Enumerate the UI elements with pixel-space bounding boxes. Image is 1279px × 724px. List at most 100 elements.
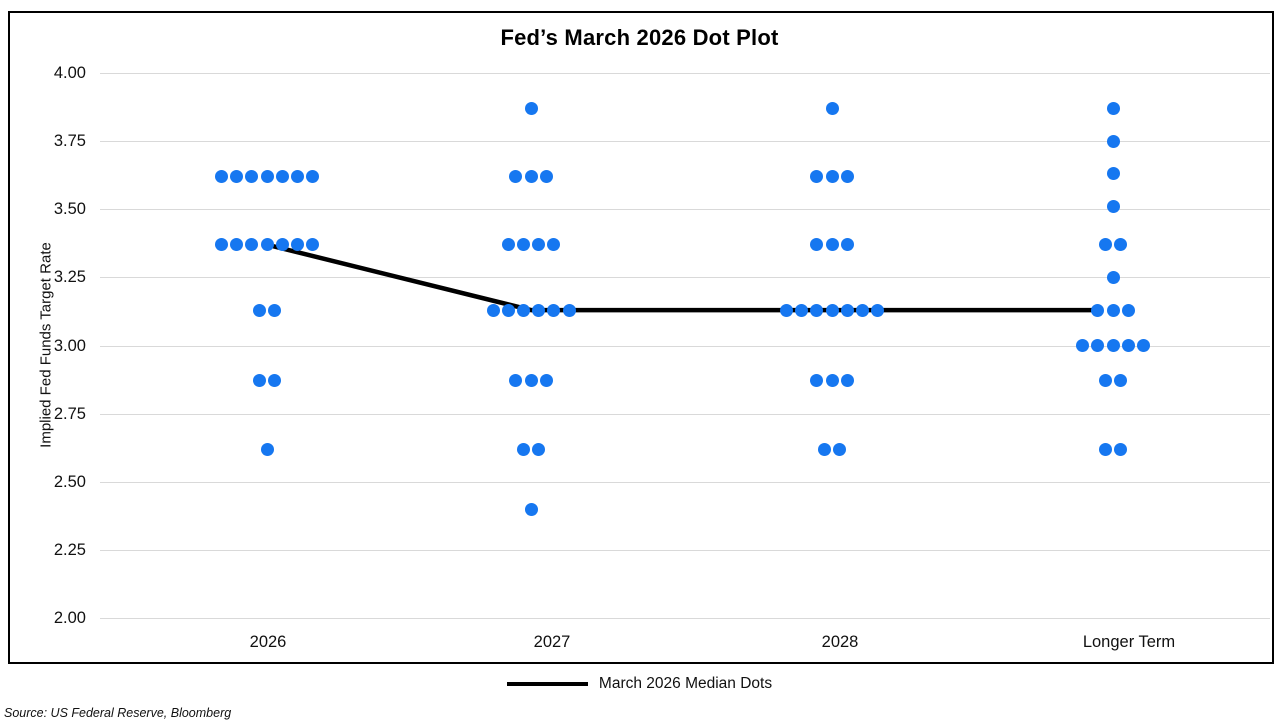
chart-title: Fed’s March 2026 Dot Plot — [500, 25, 779, 50]
gridline — [100, 618, 1270, 619]
dot — [524, 374, 538, 388]
dot — [1114, 238, 1128, 252]
gridline — [100, 345, 1270, 347]
x-tick-label: 2027 — [533, 633, 571, 651]
x-tick-label: 2026 — [249, 633, 287, 651]
dot — [825, 170, 839, 184]
dot — [275, 238, 289, 252]
dot — [306, 238, 320, 252]
dot — [547, 238, 561, 252]
dot — [252, 374, 266, 388]
dot — [524, 170, 538, 184]
dot — [509, 170, 523, 184]
dot — [532, 238, 546, 252]
median-line-legend-swatch — [506, 682, 588, 686]
y-tick-label: 3.25 — [53, 268, 86, 287]
dot — [516, 442, 530, 456]
dot — [1136, 339, 1150, 352]
dot — [810, 374, 824, 388]
dot — [290, 170, 304, 184]
dot — [260, 238, 274, 252]
dot — [1114, 442, 1128, 456]
legend: March 2026 Median Dots — [0, 675, 1279, 693]
dot — [825, 238, 839, 252]
dot — [509, 374, 523, 388]
dot — [825, 374, 839, 388]
dot — [855, 303, 869, 317]
dot — [1091, 303, 1105, 317]
dot — [516, 238, 530, 252]
dot — [833, 442, 847, 456]
dot — [290, 238, 304, 252]
dot — [1106, 134, 1120, 148]
gridline — [100, 481, 1270, 483]
legend-label: March 2026 Median Dots — [598, 675, 773, 692]
dot — [810, 170, 824, 184]
dot — [214, 170, 228, 184]
dot — [516, 303, 530, 317]
dot — [840, 303, 854, 317]
dot — [306, 170, 320, 184]
dot — [840, 170, 854, 184]
y-tick-label: 2.25 — [53, 540, 86, 559]
dot — [1091, 339, 1105, 352]
y-tick-label: 3.00 — [53, 336, 86, 355]
gridline — [100, 73, 1270, 74]
source-note: Source: US Federal Reserve, Bloomberg — [4, 706, 232, 720]
y-tick-label: 3.75 — [53, 132, 86, 151]
x-tick-label: Longer Term — [1082, 633, 1176, 651]
dot — [1121, 303, 1135, 317]
dot — [547, 303, 561, 317]
dot — [1106, 101, 1120, 115]
dot — [1098, 442, 1112, 456]
y-tick-label: 4.00 — [53, 64, 86, 82]
dot — [840, 374, 854, 388]
y-tick-label: 3.50 — [53, 200, 86, 219]
dot — [245, 170, 259, 184]
dot — [871, 303, 885, 317]
gridline — [100, 277, 1270, 279]
dot — [1076, 339, 1090, 352]
dot — [532, 442, 546, 456]
dot — [486, 303, 500, 317]
y-tick-label: 2.00 — [53, 609, 86, 627]
dot — [810, 238, 824, 252]
dot — [275, 170, 289, 184]
dot — [825, 101, 839, 115]
dot — [230, 238, 244, 252]
dot — [230, 170, 244, 184]
gridline — [100, 413, 1270, 415]
dot — [524, 101, 538, 115]
dot — [1106, 339, 1120, 352]
dot — [1106, 200, 1120, 214]
dot — [840, 238, 854, 252]
dot — [1114, 374, 1128, 388]
dot — [825, 303, 839, 317]
gridline — [100, 549, 1270, 551]
dot — [817, 442, 831, 456]
dot — [268, 374, 282, 388]
y-tick-label: 2.75 — [53, 404, 86, 423]
dot — [795, 303, 809, 317]
dot — [245, 238, 259, 252]
dot — [268, 303, 282, 317]
dot — [779, 303, 793, 317]
dot — [562, 303, 576, 317]
dot — [1121, 339, 1135, 352]
dot — [539, 374, 553, 388]
x-tick-label: 2028 — [821, 633, 859, 651]
gridline — [100, 141, 1270, 143]
dot — [539, 170, 553, 184]
dot — [810, 303, 824, 317]
dot — [260, 170, 274, 184]
dot — [501, 303, 515, 317]
dot — [524, 502, 538, 516]
dot — [532, 303, 546, 317]
dot — [1106, 270, 1120, 284]
gridline — [100, 209, 1270, 211]
dot — [501, 238, 515, 252]
dot — [260, 442, 274, 456]
dot — [1098, 374, 1112, 388]
dot — [252, 303, 266, 317]
